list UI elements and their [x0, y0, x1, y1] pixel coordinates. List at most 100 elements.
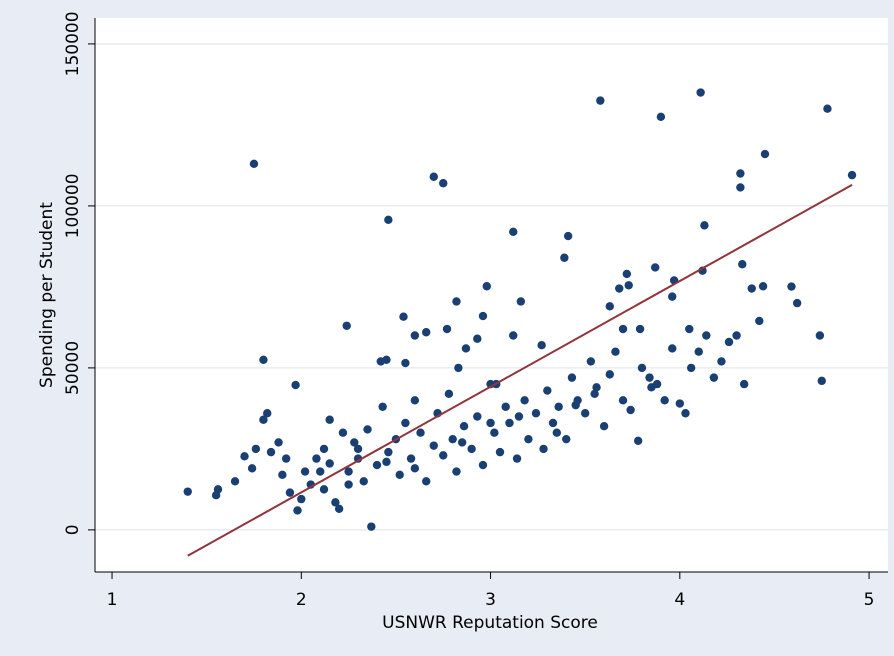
point — [319, 444, 329, 454]
point — [847, 170, 857, 180]
point — [580, 409, 590, 418]
point — [251, 444, 261, 454]
point — [615, 284, 624, 293]
point — [685, 324, 694, 334]
point — [416, 428, 425, 437]
point — [478, 311, 488, 321]
point — [732, 331, 741, 340]
point — [490, 428, 499, 437]
point — [702, 331, 711, 340]
point — [675, 399, 685, 408]
point — [747, 284, 756, 293]
point — [376, 357, 385, 366]
point — [452, 297, 461, 306]
point — [316, 467, 325, 476]
point — [567, 373, 577, 382]
point — [367, 522, 376, 531]
point — [626, 405, 635, 415]
y-axis-label: Spending per Student — [37, 202, 57, 388]
point — [486, 418, 495, 428]
point — [709, 373, 719, 382]
point — [382, 457, 391, 467]
x-tick-label: 5 — [864, 590, 875, 610]
point — [552, 428, 561, 437]
point — [439, 451, 448, 460]
point — [736, 169, 745, 178]
point — [291, 380, 300, 390]
point — [247, 464, 257, 473]
x-tick-label: 4 — [674, 590, 685, 610]
point — [571, 400, 580, 410]
point — [410, 396, 420, 405]
point — [509, 331, 518, 340]
point — [599, 422, 609, 431]
fit-line — [187, 183, 853, 557]
y-tick-label: 150000 — [63, 11, 83, 76]
point — [183, 487, 192, 496]
point — [605, 302, 614, 311]
point — [656, 112, 666, 122]
point — [281, 454, 291, 463]
point — [622, 269, 632, 279]
point — [823, 104, 832, 113]
point — [473, 412, 482, 421]
point — [524, 434, 533, 444]
point — [334, 504, 344, 514]
point — [482, 282, 491, 291]
point — [635, 324, 645, 334]
point — [353, 454, 363, 463]
point — [285, 488, 295, 497]
point — [454, 363, 463, 373]
point — [359, 477, 368, 486]
point — [410, 464, 420, 473]
point — [531, 409, 541, 418]
point — [586, 357, 596, 366]
point — [651, 263, 660, 272]
point — [605, 370, 614, 379]
point — [700, 221, 709, 230]
point — [350, 438, 359, 447]
point — [590, 389, 599, 399]
point — [815, 331, 825, 340]
point — [372, 460, 382, 470]
point — [660, 396, 669, 405]
point — [278, 470, 287, 480]
point — [422, 328, 431, 337]
point — [211, 491, 221, 500]
point — [297, 494, 306, 504]
point — [724, 337, 734, 347]
point — [331, 498, 340, 507]
point — [395, 470, 404, 480]
point — [554, 402, 563, 411]
point — [717, 357, 726, 366]
point — [611, 347, 620, 356]
point — [442, 324, 452, 334]
point — [787, 282, 796, 291]
point — [384, 447, 393, 457]
point — [263, 409, 272, 418]
point — [319, 485, 329, 494]
point — [509, 227, 518, 237]
point — [259, 415, 268, 424]
point — [560, 253, 569, 262]
point — [686, 363, 696, 373]
point — [401, 418, 410, 428]
point — [461, 344, 471, 353]
point — [452, 467, 461, 476]
point — [548, 418, 558, 428]
point — [668, 292, 677, 301]
point — [637, 363, 647, 373]
point — [696, 88, 705, 97]
point — [422, 477, 431, 486]
point — [429, 172, 438, 181]
point — [760, 149, 770, 159]
point — [473, 334, 482, 343]
point — [738, 260, 747, 269]
point — [384, 215, 393, 225]
point — [457, 438, 467, 447]
point — [520, 396, 529, 405]
point — [401, 358, 410, 368]
point — [399, 312, 408, 321]
point — [300, 467, 310, 476]
